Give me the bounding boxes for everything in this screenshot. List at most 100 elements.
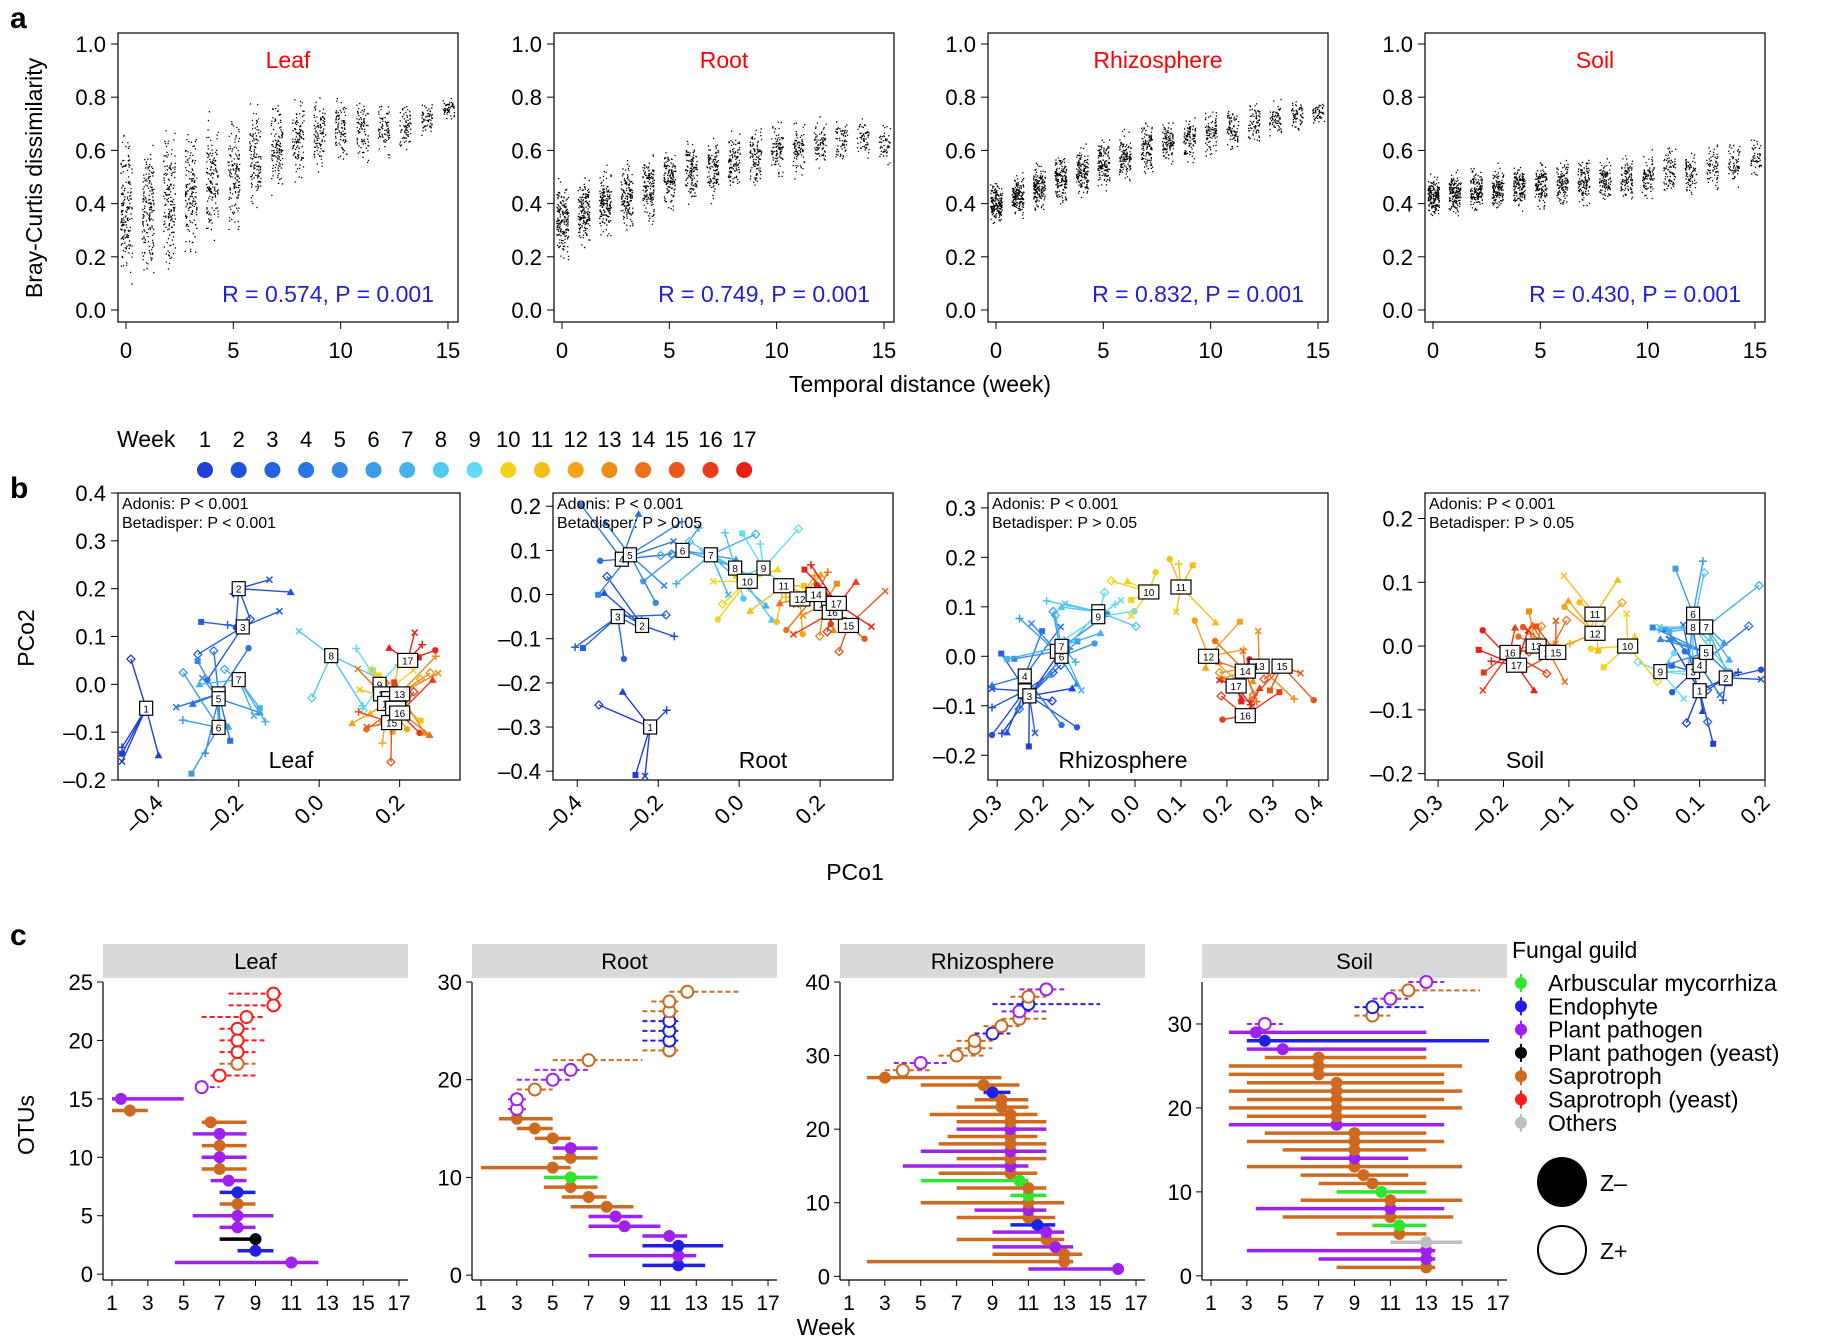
sample-point (1003, 728, 1012, 736)
x-tick-label: 0.2 (790, 790, 829, 829)
sample-point (1123, 577, 1132, 585)
distance-point-cloud (1598, 158, 1612, 200)
distance-point-cloud (1491, 162, 1505, 209)
sample-point (861, 635, 868, 642)
y-tick-label: 0.8 (945, 85, 976, 110)
otu-peak-marker (1312, 1059, 1325, 1072)
week-color-dot-14 (635, 462, 652, 478)
y-tick-label: 20 (69, 1028, 93, 1053)
sample-point (595, 591, 602, 598)
distance-point-cloud (878, 124, 892, 166)
x-tick-label: 17 (756, 1292, 779, 1315)
otu-peak-marker (249, 1233, 262, 1246)
guild-legend-label: Endophyte (1548, 993, 1658, 1019)
otu-peak-marker (266, 986, 281, 1001)
sample-point (1649, 624, 1656, 631)
facet-strip (1202, 944, 1507, 978)
y-tick-label: 0.6 (1382, 138, 1413, 163)
sample-point (1519, 623, 1527, 631)
sample-point (275, 607, 284, 615)
sample-point (1666, 628, 1673, 635)
y-tick-label: 0.0 (1382, 634, 1413, 659)
sample-point (378, 739, 387, 748)
y-tick-label: 30 (438, 970, 462, 995)
otu-peak-marker (1330, 1118, 1343, 1131)
distance-point-cloud (1291, 101, 1304, 131)
guild-legend-label: Plant pathogen (1548, 1017, 1703, 1043)
x-tick-label: –0.4 (120, 790, 168, 838)
plot-frame (552, 492, 894, 781)
otu-peak-marker (546, 1132, 559, 1145)
sample-point (823, 568, 832, 577)
x-tick-label: 0.1 (1670, 790, 1709, 829)
y-tick-label: 0.0 (1382, 298, 1413, 323)
sample-point (420, 728, 429, 736)
week-centroid-box (324, 648, 339, 664)
distance-point-cloud (1161, 122, 1175, 165)
otu-peak-marker (266, 998, 281, 1013)
week-number-15: 15 (665, 427, 689, 452)
z-plus-label: Z+ (1600, 1238, 1627, 1264)
week-centroid-box (1718, 670, 1733, 686)
sample-point (375, 672, 382, 679)
sample-spoke (574, 616, 619, 648)
otu-peak-marker (1312, 1051, 1325, 1064)
y-tick-label: 0.6 (75, 138, 106, 163)
otu-peak-marker (895, 1063, 910, 1078)
week-number-16: 16 (698, 427, 722, 452)
sample-point (411, 629, 419, 637)
sample-point (579, 644, 586, 651)
week-centroid-box (231, 671, 246, 688)
adonis-stat: Adonis: P < 0.001 (992, 496, 1119, 513)
sample-point (408, 686, 419, 697)
week-centroid-label: 1 (647, 723, 653, 734)
sample-point (286, 588, 295, 596)
sample-point (1266, 687, 1273, 694)
week-centroid-label: 6 (1059, 652, 1065, 663)
otu-peak-marker (123, 1104, 136, 1117)
sample-point (578, 502, 585, 509)
compartment-label: Leaf (269, 747, 314, 773)
sample-point (694, 523, 703, 532)
sample-point (1698, 557, 1707, 566)
y-tick-label: 20 (438, 1068, 462, 1093)
otu-peak-marker (1348, 1160, 1361, 1173)
distance-point-cloud (577, 177, 591, 249)
panel-b-y-axis-label: PCo2 (13, 609, 39, 667)
otu-peak-marker (528, 1122, 541, 1135)
y-tick-label: 20 (1168, 1096, 1192, 1121)
otu-peak-marker (213, 1127, 226, 1140)
y-tick-label: 0.3 (945, 496, 976, 521)
otu-peak-marker (546, 1161, 559, 1174)
week-centroid-label: 12 (794, 595, 806, 606)
sample-spoke (629, 521, 683, 556)
guild-legend-dot (1515, 1116, 1527, 1129)
week-centroid-label: 12 (1203, 652, 1215, 663)
sample-point (833, 580, 840, 587)
distance-point-cloud (206, 111, 220, 242)
otu-peak-marker (204, 1116, 217, 1129)
week-centroid-box (211, 691, 226, 707)
sample-point (366, 665, 377, 676)
compartment-label: Rhizosphere (1058, 747, 1187, 773)
otu-peak-marker (1420, 1244, 1433, 1257)
week-centroid-box (231, 581, 246, 597)
otu-peak-marker (564, 1142, 577, 1155)
sample-point (118, 743, 126, 752)
sample-point (1561, 615, 1572, 626)
sample-point (1511, 623, 1520, 631)
sample-spoke (634, 726, 651, 776)
week-number-13: 13 (597, 427, 621, 452)
adonis-stat: Adonis: P < 0.001 (1429, 496, 1556, 513)
sample-point (418, 640, 427, 649)
x-tick-label: –0.4 (539, 790, 587, 838)
distance-point-cloud (1140, 122, 1154, 174)
week-centroid-label: 6 (216, 723, 222, 734)
sample-point (1587, 645, 1595, 652)
sample-point (391, 679, 398, 686)
otu-peak-marker (1040, 1226, 1053, 1239)
sample-point (178, 667, 189, 678)
plot-frame (117, 32, 459, 323)
sample-point (618, 687, 627, 695)
